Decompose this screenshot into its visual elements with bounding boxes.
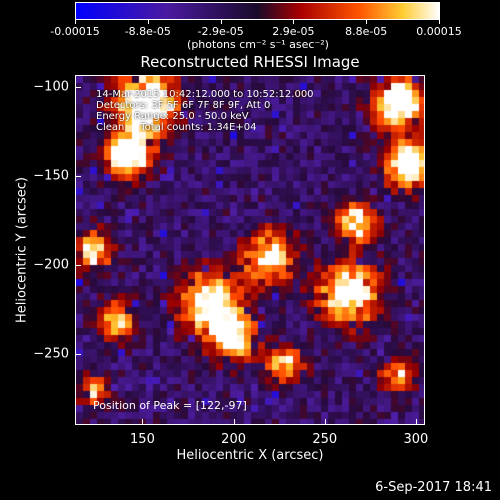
y-axis-label: Heliocentric Y (arcsec) [14,177,30,323]
timestamp-footer: 6-Sep-2017 18:41 [375,480,492,495]
x-tick [233,419,235,425]
colorbar-tick-label: -2.9e-05 [197,25,244,38]
y-tick [75,176,81,178]
x-tick-label: 150 [130,432,155,447]
colorbar-tick [220,20,222,24]
colorbar [75,2,440,20]
colorbar-tick-label: 2.9e-05 [272,25,315,38]
time-range-label: 14-Mar-2015 10:42:12.000 to 10:52:12.000 [96,89,314,100]
detectors-label: Detectors: 3F 5F 6F 7F 8F 9F, Att 0 [96,100,271,111]
y-tick-label: −100 [33,79,69,95]
y-tick [75,87,81,89]
peak-position-label: Position of Peak = [122,-97] [93,399,247,412]
y-tick-label: −200 [33,257,69,273]
energy-range-label: Energy Range: 25.0 - 50.0 keV [96,111,249,122]
colorbar-tick-label: -0.00015 [50,25,100,38]
colorbar-tick-label: 8.8e-05 [345,25,388,38]
plot-area: 14-Mar-2015 10:42:12.000 to 10:52:12.000… [75,75,425,425]
chart-title: Reconstructed RHESSI Image [140,53,360,71]
x-tick [415,419,417,425]
colorbar-gradient [76,3,439,19]
y-tick-label: −150 [33,168,69,184]
colorbar-tick [439,20,440,24]
x-tick [324,419,326,425]
colorbar-tick-label: 0.00015 [416,25,462,38]
x-tick [142,419,144,425]
x-axis-label: Heliocentric X (arcsec) [176,448,324,463]
colorbar-tick [147,20,149,24]
x-tick-label: 300 [403,432,429,447]
y-tick [75,265,81,267]
x-tick-label: 200 [221,432,247,447]
colorbar-tick-label: -8.8e-05 [124,25,171,38]
colorbar-tick [293,20,295,24]
y-tick [75,353,81,355]
colorbar-tick [366,20,368,24]
heatmap-image [76,76,424,424]
x-tick-label: 250 [312,432,338,447]
colorbar-tick [75,20,76,24]
colorbar-unit-label: (photons cm⁻² s⁻¹ asec⁻²) [187,38,329,51]
total-counts-label: Clean Total counts: 1.34E+04 [96,122,257,133]
y-tick-label: −250 [33,346,69,362]
